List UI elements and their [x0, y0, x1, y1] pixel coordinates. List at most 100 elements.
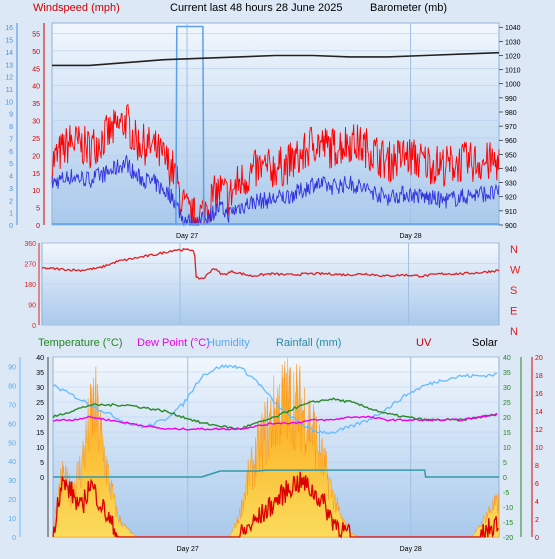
baro-tick-label: 980 — [505, 110, 517, 117]
mph-tick-label: 40 — [32, 84, 40, 91]
kts-tick-label: 7 — [9, 136, 13, 143]
kts-tick-label: 2 — [9, 198, 13, 205]
solar-label: Solar — [472, 337, 498, 349]
x-tick-label: Day 28 — [400, 546, 422, 553]
temperature-series — [52, 397, 498, 430]
uv-tick-label: 2 — [535, 517, 539, 524]
direction-series — [41, 248, 500, 280]
mph-tick-label: 35 — [32, 101, 40, 108]
wind-average-series — [51, 154, 500, 227]
compass-label: W — [510, 265, 521, 277]
mph-tick-label: 50 — [32, 49, 40, 56]
humidity-label: Humidity — [207, 337, 250, 349]
humidity-tick-label: 30 — [8, 478, 16, 485]
wind-spike-series — [175, 25, 205, 226]
humidity-series — [52, 364, 498, 435]
baro-tick-label: 920 — [505, 195, 517, 202]
kts-tick-label: 1 — [9, 211, 13, 218]
humidity-tick-label: 90 — [8, 364, 16, 371]
temp-left-tick-label: 30 — [36, 385, 44, 392]
humidity-tick-label: 80 — [8, 383, 16, 390]
baro-tick-label: 1010 — [505, 68, 521, 75]
dir-degree-tick-label: 0 — [32, 323, 36, 330]
x-tick-label: Day 27 — [177, 546, 199, 553]
temp-left-tick-label: 40 — [36, 355, 44, 362]
uv-tick-label: 4 — [535, 499, 539, 506]
kts-tick-label: 13 — [5, 62, 13, 69]
dir-degree-tick-label: 90 — [28, 303, 36, 310]
kts-tick-label: 16 — [5, 25, 13, 32]
x-tick-label: Day 28 — [399, 233, 421, 240]
uv-tick-label: 16 — [535, 391, 543, 398]
baro-tick-label: 960 — [505, 138, 517, 145]
kts-tick-label: 5 — [9, 161, 13, 168]
kts-tick-label: 3 — [9, 186, 13, 193]
dir-degree-tick-label: 360 — [24, 241, 36, 248]
mph-tick-label: 10 — [32, 188, 40, 195]
humidity-tick-label: 50 — [8, 440, 16, 447]
uv-tick-label: 20 — [535, 355, 543, 362]
current-label: Current last 48 hours 28 June 2025 — [170, 2, 342, 14]
kts-tick-label: 9 — [9, 112, 13, 119]
baro-tick-label: 940 — [505, 166, 517, 173]
temp-right-tick-label: -20 — [503, 535, 513, 542]
compass-label: N — [510, 326, 518, 338]
dir-degree-tick-label: 270 — [24, 262, 36, 269]
temp-left-tick-label: 35 — [36, 370, 44, 377]
barometer-label: Barometer (mb) — [370, 2, 447, 14]
baro-tick-label: 1030 — [505, 39, 521, 46]
mph-tick-label: 45 — [32, 66, 40, 73]
uv-tick-label: 0 — [535, 535, 539, 542]
dir-degree-tick-label: 180 — [24, 282, 36, 289]
rainfall-series — [53, 469, 499, 478]
kts-tick-label: 12 — [5, 75, 13, 82]
temp-right-tick-label: 40 — [503, 355, 511, 362]
baro-tick-label: 910 — [505, 209, 517, 216]
uv-label: UV — [416, 337, 432, 349]
compass-label: N — [510, 244, 518, 256]
temp-right-tick-label: -10 — [503, 505, 513, 512]
kts-tick-label: 14 — [5, 50, 13, 57]
temp-left-tick-label: 10 — [36, 445, 44, 452]
temp-right-tick-label: 5 — [503, 460, 507, 467]
humidity-tick-label: 20 — [8, 497, 16, 504]
humidity-tick-label: 0 — [12, 535, 16, 542]
baro-tick-label: 950 — [505, 152, 517, 159]
temp-left-tick-label: 0 — [40, 475, 44, 482]
temp-right-tick-label: 35 — [503, 370, 511, 377]
humidity-tick-label: 70 — [8, 402, 16, 409]
baro-tick-label: 970 — [505, 124, 517, 131]
temp-left-tick-label: 15 — [36, 430, 44, 437]
mph-tick-label: 5 — [36, 206, 40, 213]
temp-left-tick-label: 25 — [36, 400, 44, 407]
baro-tick-label: 900 — [505, 223, 517, 230]
baro-tick-label: 1020 — [505, 53, 521, 60]
compass-label: E — [510, 306, 517, 318]
baro-tick-label: 1040 — [505, 25, 521, 32]
temp-right-tick-label: 15 — [503, 430, 511, 437]
uv-series — [52, 471, 499, 539]
humidity-tick-label: 40 — [8, 459, 16, 466]
kts-tick-label: 10 — [5, 99, 13, 106]
temp-left-tick-label: 5 — [40, 460, 44, 467]
uv-tick-label: 10 — [535, 445, 543, 452]
windspeed-label: Windspeed (mph) — [33, 2, 120, 14]
barometer-series — [52, 51, 500, 67]
dewpoint-series — [52, 413, 498, 431]
compass-label: S — [510, 285, 517, 297]
uv-tick-label: 6 — [535, 481, 539, 488]
kts-tick-label: 4 — [9, 174, 13, 181]
mph-tick-label: 0 — [36, 223, 40, 230]
uv-tick-label: 18 — [535, 373, 543, 380]
mph-tick-label: 25 — [32, 136, 40, 143]
temp-right-tick-label: 25 — [503, 400, 511, 407]
uv-tick-label: 14 — [535, 409, 543, 416]
mph-tick-label: 20 — [32, 153, 40, 160]
uv-tick-label: 8 — [535, 463, 539, 470]
temp-right-tick-label: 20 — [503, 415, 511, 422]
uv-tick-label: 12 — [535, 427, 543, 434]
humidity-tick-label: 10 — [8, 516, 16, 523]
mph-tick-label: 55 — [32, 31, 40, 38]
